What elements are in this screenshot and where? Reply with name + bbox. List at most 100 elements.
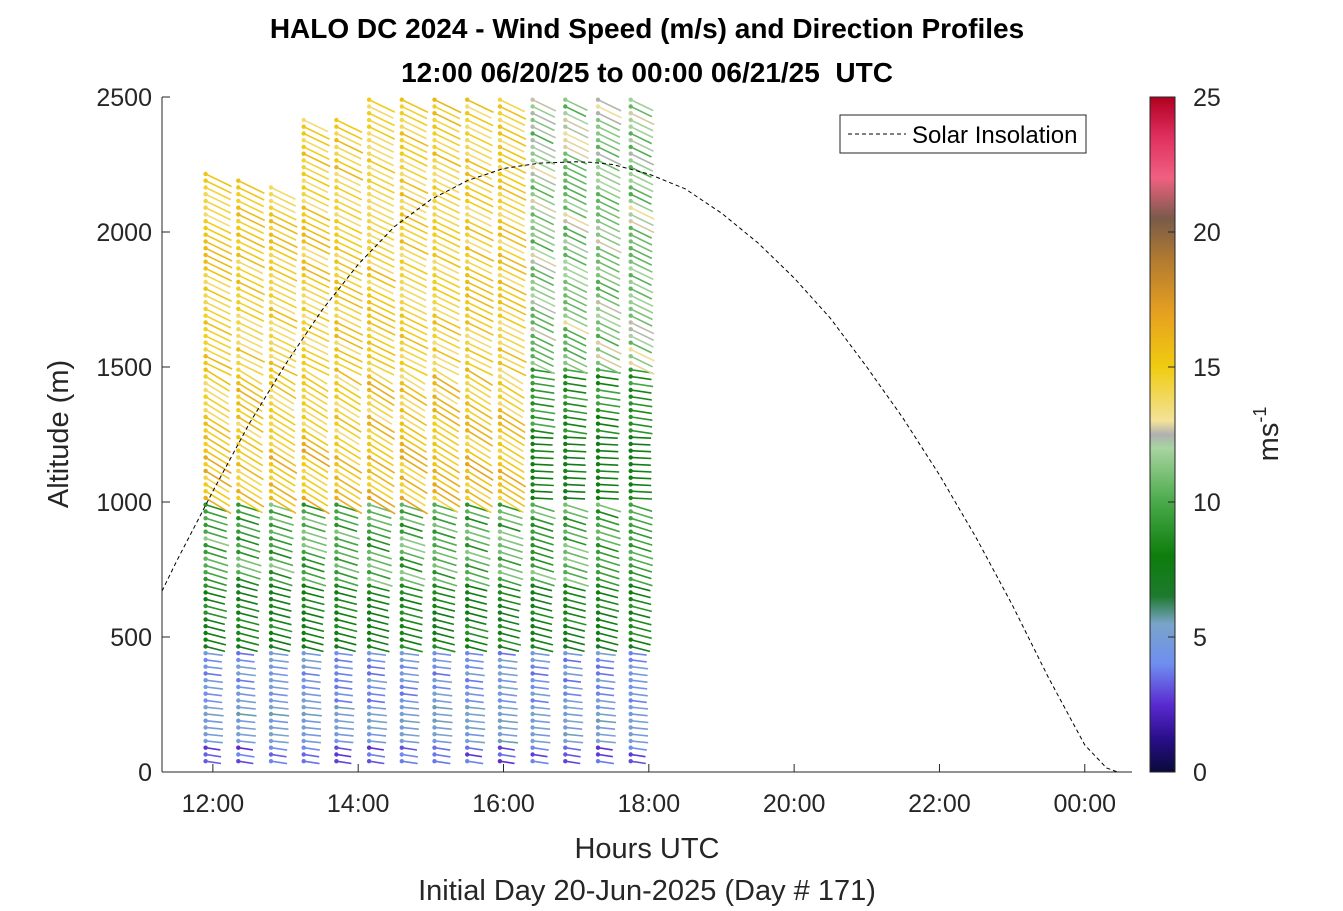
wind-vector-point	[334, 273, 338, 277]
wind-vector-point	[400, 692, 404, 696]
wind-vector-point	[367, 496, 371, 500]
wind-vector-point	[432, 233, 436, 237]
wind-vector-point	[432, 307, 436, 311]
wind-vector-point	[563, 536, 567, 540]
wind-vector-point	[432, 293, 436, 297]
wind-vector-point	[302, 536, 306, 540]
wind-vector-point	[498, 712, 502, 716]
wind-vector-point	[236, 462, 240, 466]
wind-vector-point	[367, 374, 371, 378]
wind-vector-point	[530, 698, 534, 702]
wind-vector-point	[465, 381, 469, 385]
wind-vector	[533, 437, 554, 438]
wind-vector-point	[629, 523, 633, 527]
wind-vector-point	[596, 219, 600, 223]
wind-vector-point	[563, 185, 567, 189]
wind-vector-point	[530, 172, 534, 176]
legend: Solar Insolation	[840, 115, 1086, 153]
wind-vector-point	[302, 509, 306, 513]
wind-vector-point	[203, 631, 207, 635]
wind-vector-point	[530, 226, 534, 230]
wind-vector	[631, 491, 652, 492]
wind-vector-point	[203, 368, 207, 372]
wind-vector-point	[432, 320, 436, 324]
wind-vector-point	[269, 226, 273, 230]
wind-vector-point	[498, 401, 502, 405]
wind-vector-point	[367, 759, 371, 763]
wind-vector-point	[236, 374, 240, 378]
wind-vector-point	[367, 482, 371, 486]
wind-vector-point	[629, 496, 633, 500]
wind-vector-point	[269, 260, 273, 264]
wind-vector-point	[530, 104, 534, 108]
wind-vector-point	[498, 442, 502, 446]
wind-vector-point	[400, 185, 404, 189]
wind-vector-point	[302, 287, 306, 291]
wind-vector-point	[530, 577, 534, 581]
wind-vector-point	[432, 374, 436, 378]
wind-vector-point	[498, 314, 502, 318]
wind-vector-point	[530, 273, 534, 277]
wind-vector-point	[596, 550, 600, 554]
wind-vector-point	[563, 111, 567, 115]
x-tick-label: 18:00	[618, 790, 681, 818]
wind-vector-point	[432, 665, 436, 669]
wind-vector-point	[465, 671, 469, 675]
wind-vector-point	[465, 395, 469, 399]
wind-vector-point	[400, 590, 404, 594]
wind-vector-point	[498, 719, 502, 723]
wind-vector-point	[563, 98, 567, 102]
wind-vector-point	[498, 617, 502, 621]
wind-vector-point	[203, 523, 207, 527]
wind-vector-point	[203, 354, 207, 358]
wind-vector-point	[367, 422, 371, 426]
wind-vector-point	[432, 104, 436, 108]
wind-vector-point	[269, 428, 273, 432]
wind-vector-point	[498, 665, 502, 669]
wind-vector-point	[236, 408, 240, 412]
wind-vector-point	[334, 145, 338, 149]
wind-vector-point	[334, 509, 338, 513]
wind-vector-point	[334, 469, 338, 473]
wind-vector-point	[203, 212, 207, 216]
wind-vector-point	[367, 314, 371, 318]
wind-vector-point	[629, 293, 633, 297]
wind-vector-point	[400, 712, 404, 716]
wind-vector-point	[334, 752, 338, 756]
wind-vector-point	[563, 314, 567, 318]
wind-vector-point	[236, 212, 240, 216]
wind-vector-point	[465, 293, 469, 297]
wind-vector-point	[334, 530, 338, 534]
wind-vector-point	[498, 347, 502, 351]
wind-vector-point	[269, 354, 273, 358]
wind-vector-point	[367, 746, 371, 750]
wind-vector-point	[530, 455, 534, 459]
wind-vector-point	[629, 604, 633, 608]
wind-vector-point	[629, 719, 633, 723]
wind-vector-point	[596, 118, 600, 122]
wind-vector-point	[334, 266, 338, 270]
wind-vector-point	[334, 631, 338, 635]
colorbar-tick-label: 20	[1193, 219, 1221, 247]
wind-vector-point	[432, 712, 436, 716]
wind-vector-point	[432, 408, 436, 412]
wind-vector-point	[596, 692, 600, 696]
wind-vector-point	[465, 678, 469, 682]
wind-vector-point	[563, 334, 567, 338]
wind-vector-point	[596, 320, 600, 324]
x-tick-label: 12:00	[182, 790, 245, 818]
wind-vector-point	[498, 563, 502, 567]
wind-vector-point	[236, 570, 240, 574]
wind-vector-point	[563, 604, 567, 608]
wind-vector-point	[334, 327, 338, 331]
wind-vector-point	[236, 206, 240, 210]
wind-vector-point	[302, 638, 306, 642]
wind-vector-point	[530, 503, 534, 507]
wind-vector-point	[563, 219, 567, 223]
wind-vector-point	[563, 179, 567, 183]
wind-vector-point	[629, 185, 633, 189]
wind-vector-point	[465, 233, 469, 237]
wind-vector-point	[596, 152, 600, 156]
wind-vector-point	[629, 98, 633, 102]
wind-vector-point	[498, 185, 502, 189]
